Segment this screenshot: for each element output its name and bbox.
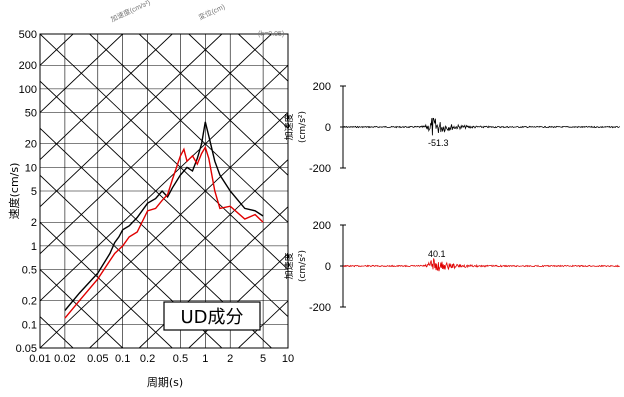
acceleration-gridline <box>89 34 288 224</box>
acceleration-gridline <box>586 34 624 348</box>
x-tick-label: 0.02 <box>54 353 75 365</box>
x-tick-label: 1 <box>202 353 208 365</box>
y-tick-label: 100 <box>19 84 37 96</box>
wave1-tick-top: 200 <box>313 81 331 93</box>
diagonal-grid <box>40 34 624 348</box>
y-tick-labels: 0.05 0.1 0.2 0.5 1 2 5 10 20 50 100 200 500 <box>16 29 37 355</box>
wave1-peak-label: -51.3 <box>428 138 449 148</box>
wave1-trace <box>342 117 620 136</box>
displacement-gridline <box>287 347 288 348</box>
y-axis-label: 速度(cm/s) <box>7 163 21 220</box>
wave2-tick-zero: 0 <box>325 261 331 273</box>
x-tick-label: 0.2 <box>140 353 155 365</box>
acceleration-gridline <box>536 34 624 348</box>
x-tick-label: 0.1 <box>115 353 130 365</box>
component-badge <box>163 301 261 331</box>
wave2-tick-bottom: -200 <box>309 302 331 314</box>
wave2-tick-top: 200 <box>313 220 331 232</box>
displacement-gridline <box>40 34 173 161</box>
series-black-line <box>64 121 264 311</box>
y-tick-label: 1 <box>31 241 37 253</box>
y-tick-label: 5 <box>31 186 37 198</box>
y-tick-label: 200 <box>19 60 37 72</box>
top-label-acceleration: 加速度(cm/s²) <box>109 0 152 24</box>
wave1-tick-bottom: -200 <box>309 163 331 175</box>
displacement-gridline <box>536 34 624 348</box>
acceleration-gridline <box>338 34 624 348</box>
acceleration-gridline <box>40 127 272 348</box>
acceleration-gridline <box>40 268 123 348</box>
displacement-gridline <box>486 34 624 348</box>
wave1-tick-zero: 0 <box>325 122 331 134</box>
acceleration-gridline <box>287 34 288 35</box>
series-red-line <box>64 145 264 319</box>
top-label-damping: (h=0.05) <box>258 31 284 38</box>
x-tick-label: 5 <box>260 353 266 365</box>
acceleration-gridline <box>40 174 223 348</box>
wave2-ylabel-main: 加速度 <box>283 252 295 279</box>
y-tick-label: 0.1 <box>22 319 37 331</box>
waveform-panel-red: 200 0 -200 加速度 (cm/s²) 40.1 <box>283 220 620 314</box>
wave2-ylabel-unit: (cm/s²) <box>298 250 308 282</box>
displacement-gridline <box>188 253 288 348</box>
wave2-trace <box>342 258 620 272</box>
top-label-displacement: 変位(cm) <box>197 2 226 22</box>
y-tick-label: 0.2 <box>22 296 37 308</box>
acceleration-gridline <box>486 34 624 348</box>
displacement-gridline <box>586 34 624 348</box>
x-tick-label: 0.5 <box>173 353 188 365</box>
y-tick-label: 10 <box>25 162 37 174</box>
x-axis-label: 周期(s) <box>147 376 183 389</box>
wave1-ylabel-main: 加速度 <box>283 113 295 140</box>
x-tick-labels: 0.01 0.02 0.05 0.1 0.2 0.5 1 2 5 10 <box>29 353 294 365</box>
x-tick-label: 2 <box>227 353 233 365</box>
spectrum-grid <box>40 34 288 348</box>
wave2-peak-label: 40.1 <box>428 249 446 259</box>
y-tick-label: 2 <box>31 217 37 229</box>
displacement-gridline <box>40 34 123 114</box>
acceleration-gridline <box>437 34 624 348</box>
wave1-ylabel-unit: (cm/s²) <box>298 111 308 143</box>
x-tick-label: 10 <box>282 353 294 365</box>
y-tick-label: 50 <box>25 108 37 120</box>
acceleration-gridline <box>40 221 173 348</box>
x-tick-label: 0.01 <box>29 353 50 365</box>
y-tick-label: 0.5 <box>22 265 37 277</box>
displacement-gridline <box>387 34 624 348</box>
displacement-gridline <box>437 34 624 348</box>
y-tick-label: 500 <box>19 29 37 41</box>
acceleration-gridline <box>40 34 288 271</box>
displacement-gridline <box>338 34 624 348</box>
spectrum-series <box>64 121 264 319</box>
acceleration-gridline <box>188 34 288 129</box>
tripartite-spectrum-chart: 0.01 0.02 0.05 0.1 0.2 0.5 1 2 5 10 0.050.10.20.5… <box>7 0 624 389</box>
displacement-gridline <box>138 206 288 348</box>
acceleration-gridline <box>138 34 288 176</box>
waveform-panel-black: 200 0 -200 加速度 (cm/s²) -51.3 <box>283 81 620 175</box>
acceleration-gridline <box>40 80 288 318</box>
x-tick-label: 0.05 <box>87 353 108 365</box>
component-badge-label: UD成分 <box>180 307 243 328</box>
acceleration-gridline <box>387 34 624 348</box>
y-tick-label: 0.05 <box>16 343 37 355</box>
spectrum-plot-frame <box>39 33 289 349</box>
y-tick-label: 20 <box>25 139 37 151</box>
